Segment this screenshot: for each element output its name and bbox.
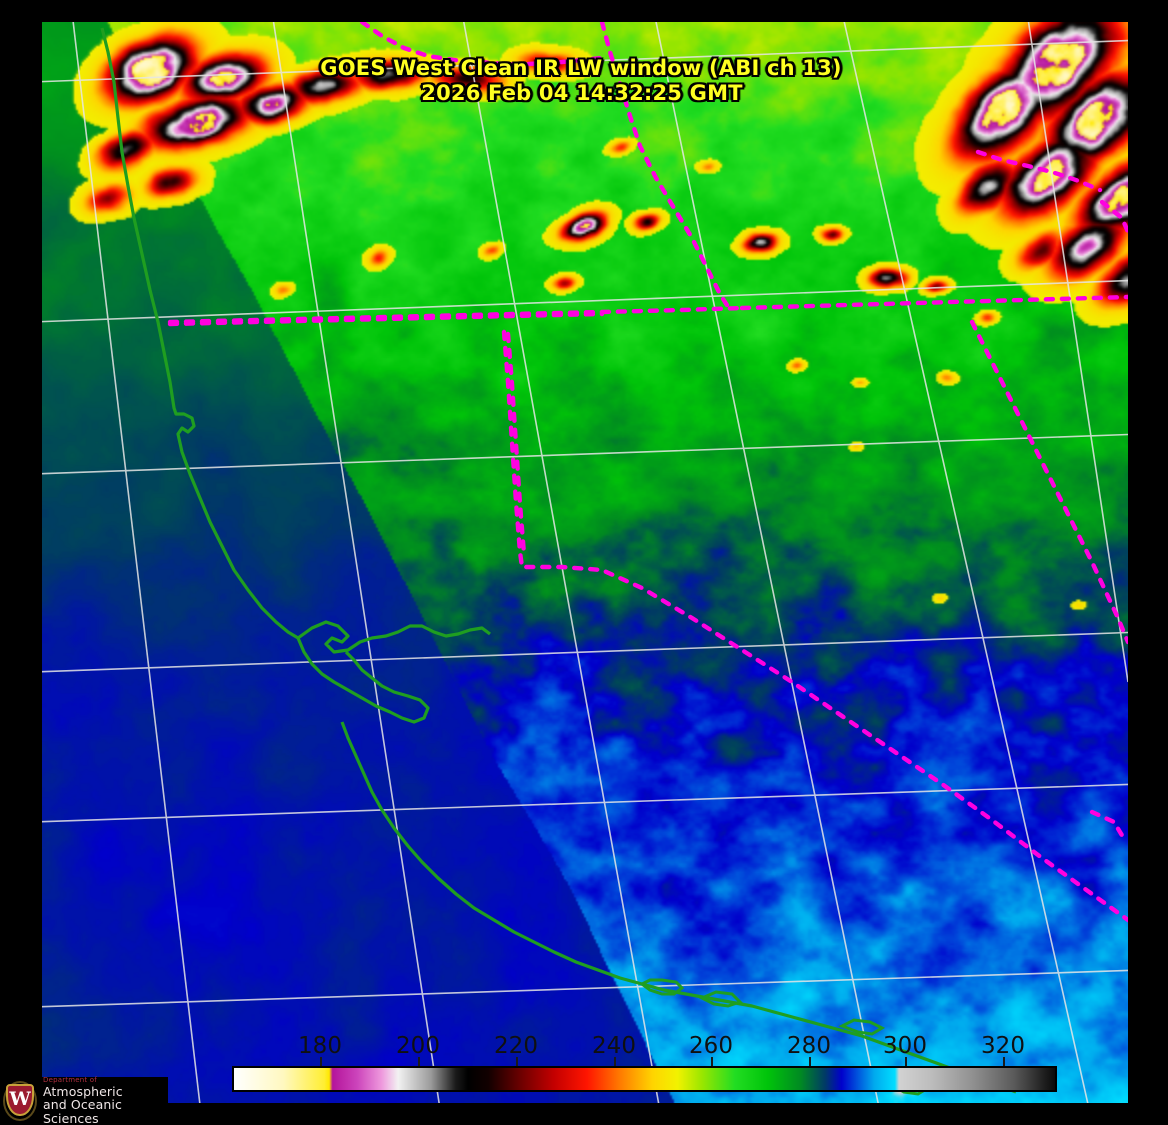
colorbar-tick-200: 200 bbox=[396, 1033, 440, 1059]
colorbar-tickmark-280 bbox=[809, 1057, 811, 1066]
colorbar-gradient bbox=[232, 1066, 1057, 1092]
colorbar-tickmark-240 bbox=[614, 1057, 616, 1066]
colorbar-tick-180: 180 bbox=[298, 1033, 342, 1059]
colorbar-tick-220: 220 bbox=[494, 1033, 538, 1059]
colorbar bbox=[232, 1066, 1057, 1092]
colorbar-tickmark-300 bbox=[905, 1057, 907, 1066]
crest-letter: W bbox=[9, 1087, 31, 1110]
colorbar-tick-240: 240 bbox=[592, 1033, 636, 1059]
colorbar-tick-280: 280 bbox=[787, 1033, 831, 1059]
colorbar-tickmark-320 bbox=[1003, 1057, 1005, 1066]
logo-institution-line1: Atmospheric bbox=[43, 1083, 123, 1099]
colorbar-tick-320: 320 bbox=[981, 1033, 1025, 1059]
logo-institution-line2: and Oceanic Sciences bbox=[43, 1097, 122, 1125]
uw-crest-icon: W bbox=[3, 1081, 37, 1121]
colorbar-tick-260: 260 bbox=[689, 1033, 733, 1059]
infrared-brightness-temperature-map bbox=[42, 22, 1128, 1103]
colorbar-tick-300: 300 bbox=[883, 1033, 927, 1059]
colorbar-tickmark-260 bbox=[711, 1057, 713, 1066]
crest-shield-icon: W bbox=[6, 1084, 34, 1116]
colorbar-tick-labels: 180 200 220 240 260 280 300 320 bbox=[42, 1033, 1128, 1063]
colorbar-tickmark-180 bbox=[320, 1057, 322, 1066]
colorbar-tickmark-220 bbox=[516, 1057, 518, 1066]
satellite-image-panel: GOES West Clean IR LW window (ABI ch 13)… bbox=[42, 22, 1128, 1103]
uw-madison-aos-logo: W Department of Atmospheric and Oceanic … bbox=[0, 1075, 168, 1125]
logo-department-label: Department of bbox=[43, 1075, 97, 1084]
logo-text-block: Department of Atmospheric and Oceanic Sc… bbox=[43, 1075, 168, 1125]
colorbar-tickmark-200 bbox=[418, 1057, 420, 1066]
